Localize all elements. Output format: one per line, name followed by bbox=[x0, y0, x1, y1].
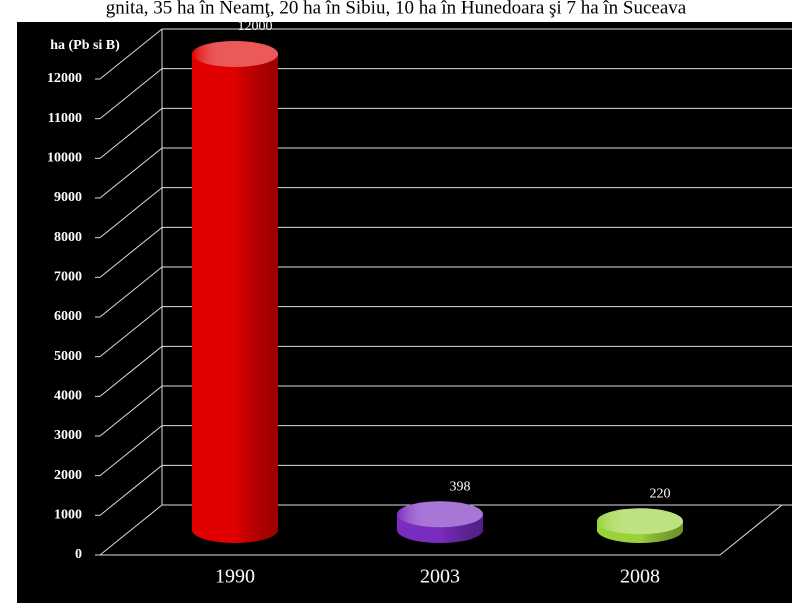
grid-line bbox=[99, 425, 163, 477]
y-tick-label: 1000 bbox=[54, 508, 82, 523]
grid-line bbox=[99, 147, 163, 199]
y-tick-label: 5000 bbox=[54, 349, 82, 364]
value-label: 220 bbox=[650, 486, 671, 501]
y-tick-label: 8000 bbox=[54, 230, 82, 245]
y-axis-label: ha (Pb si B) bbox=[50, 38, 120, 53]
grid-line bbox=[99, 107, 163, 159]
bar-shade bbox=[192, 54, 278, 543]
x-tick-label: 2008 bbox=[620, 566, 660, 588]
grid-line bbox=[99, 226, 163, 278]
bar-top-highlight bbox=[192, 41, 278, 67]
x-tick-label: 2003 bbox=[420, 566, 460, 588]
value-label: 398 bbox=[450, 479, 471, 494]
y-tick-label: 10000 bbox=[47, 151, 82, 166]
y-tick-label: 4000 bbox=[54, 389, 82, 404]
grid-line bbox=[99, 187, 163, 239]
y-tick-label: 6000 bbox=[54, 309, 82, 324]
y-tick-label: 2000 bbox=[54, 468, 82, 483]
caption: gnita, 35 ha în Neamţ, 20 ha în Sibiu, 1… bbox=[106, 0, 687, 18]
y-tick-label: 12000 bbox=[47, 71, 82, 86]
y-tick-label: 11000 bbox=[48, 111, 82, 126]
caption-strip bbox=[0, 0, 792, 22]
y-tick-label: 9000 bbox=[54, 190, 82, 205]
plot-background bbox=[17, 22, 792, 603]
x-tick-label: 1990 bbox=[215, 566, 255, 588]
grid-line bbox=[99, 504, 163, 556]
grid-line bbox=[99, 266, 163, 318]
y-tick-label: 3000 bbox=[54, 428, 82, 443]
grid-line bbox=[99, 68, 163, 120]
value-label: 12000 bbox=[238, 19, 273, 34]
grid-line bbox=[99, 28, 163, 80]
grid-line bbox=[99, 385, 163, 437]
grid-line bbox=[99, 345, 163, 397]
bar-top-highlight bbox=[597, 508, 683, 535]
grid-line bbox=[99, 306, 163, 358]
y-tick-label: 0 bbox=[75, 547, 82, 562]
floor-right bbox=[719, 504, 783, 556]
y-tick-label: 7000 bbox=[54, 270, 82, 285]
bar-top-highlight bbox=[397, 501, 483, 528]
grid-line bbox=[99, 464, 163, 516]
